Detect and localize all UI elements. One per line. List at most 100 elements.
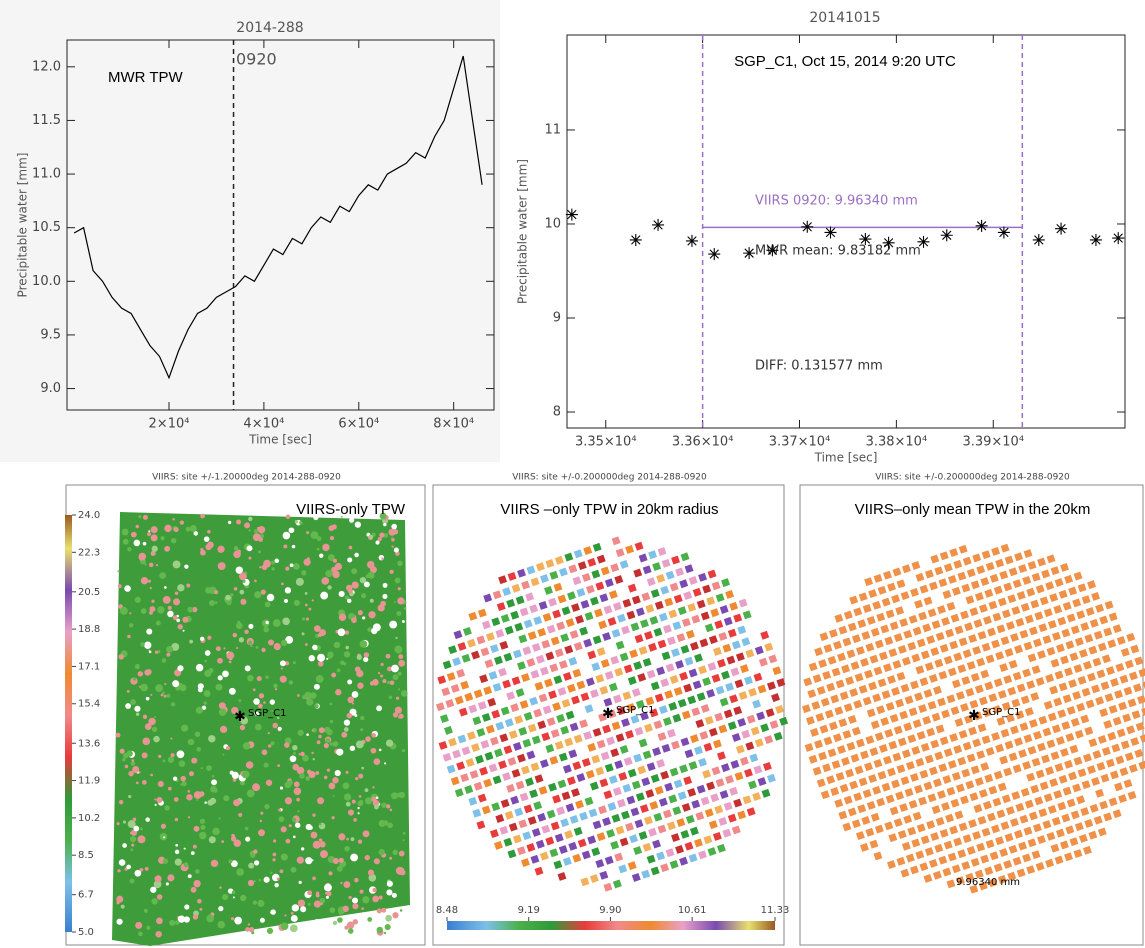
texture [373,858,380,865]
texture [1069,744,1079,754]
texture [261,647,266,653]
texture [598,620,608,630]
texture [1046,554,1056,564]
texture [634,541,644,551]
texture [650,681,660,691]
texture [167,756,175,763]
texture [722,643,732,653]
texture [739,664,749,674]
texture [248,556,252,560]
texture [951,586,961,596]
texture [480,739,490,749]
texture [1043,608,1053,618]
texture [955,783,965,793]
texture [203,701,207,705]
texture [117,584,122,589]
texture [622,691,632,701]
texture [356,654,362,660]
texture [981,550,991,560]
texture [831,760,841,770]
texture [657,824,667,834]
texture [564,737,574,747]
texture [382,820,389,826]
texture [122,752,129,759]
point [940,229,953,242]
texture [1023,826,1033,836]
texture [1045,766,1055,776]
texture [339,660,345,665]
texture [581,757,591,767]
texture [316,536,322,542]
texture [853,792,863,802]
texture [117,869,121,873]
texture [1064,667,1074,677]
texture [671,648,680,658]
texture [748,780,757,790]
texture [968,726,978,736]
texture [195,706,203,714]
texture [292,661,296,665]
texture [945,628,955,638]
texture [302,754,309,762]
texture [476,728,486,737]
texture [660,678,670,688]
texture [702,769,712,779]
texture [204,659,208,663]
texture [1045,581,1055,591]
texture [1037,742,1046,752]
texture [1037,557,1047,567]
texture [247,923,251,926]
texture [653,627,663,637]
texture [157,606,165,614]
texture [1087,765,1096,775]
texture [667,636,676,646]
texture [723,616,733,626]
texture [934,566,944,576]
texture [884,728,894,738]
texture [1058,774,1068,784]
texture [305,617,310,621]
texture [947,852,957,862]
texture [343,719,351,726]
colorbar-label: 15.4 [78,699,100,710]
texture [293,563,300,570]
texture [962,741,972,751]
texture [533,708,543,718]
texture [885,794,895,804]
texture [983,615,992,625]
texture [914,784,923,794]
texture [955,691,965,701]
texture [1133,683,1142,693]
texture [338,857,344,863]
texture [297,729,304,736]
texture [558,567,568,577]
texture [1050,566,1060,576]
texture [263,701,266,704]
texture [273,683,278,688]
texture [666,821,676,831]
texture [899,710,909,720]
texture [978,788,988,798]
texture [587,650,597,660]
texture [442,660,452,670]
texture [717,658,726,668]
texture [122,820,127,824]
texture [987,812,996,822]
texture [853,607,863,617]
texture [163,586,167,589]
texture [392,712,399,718]
texture [452,657,462,666]
texture [634,726,644,736]
texture [723,709,733,719]
texture [274,882,279,888]
texture [587,742,597,752]
texture [130,531,137,538]
texture [881,782,891,792]
texture [1103,627,1113,637]
texture [610,563,620,573]
texture [313,900,321,908]
texture [401,748,406,753]
texture [382,593,388,599]
texture [680,644,690,654]
texture [995,651,1005,661]
